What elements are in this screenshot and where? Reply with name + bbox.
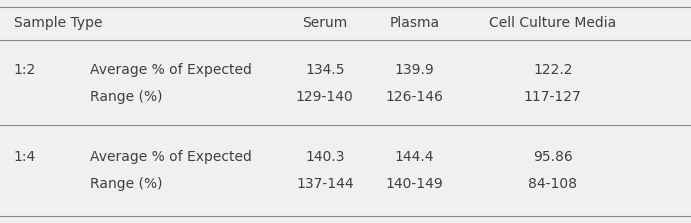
- Text: 122.2: 122.2: [533, 63, 573, 77]
- Text: Plasma: Plasma: [390, 17, 439, 30]
- Text: Range (%): Range (%): [90, 90, 162, 104]
- Text: Range (%): Range (%): [90, 177, 162, 191]
- Text: 137-144: 137-144: [296, 177, 354, 191]
- Text: Average % of Expected: Average % of Expected: [90, 150, 252, 164]
- Text: 84-108: 84-108: [529, 177, 577, 191]
- Text: Cell Culture Media: Cell Culture Media: [489, 17, 616, 30]
- Text: 1:4: 1:4: [14, 150, 36, 164]
- Text: Serum: Serum: [302, 17, 348, 30]
- Text: 126-146: 126-146: [386, 90, 444, 104]
- Text: 140.3: 140.3: [305, 150, 345, 164]
- Text: 134.5: 134.5: [305, 63, 345, 77]
- Text: 1:2: 1:2: [14, 63, 36, 77]
- Text: 129-140: 129-140: [296, 90, 354, 104]
- Text: Sample Type: Sample Type: [14, 17, 102, 30]
- Text: 140-149: 140-149: [386, 177, 444, 191]
- Text: 95.86: 95.86: [533, 150, 573, 164]
- Text: 117-127: 117-127: [524, 90, 582, 104]
- Text: 144.4: 144.4: [395, 150, 435, 164]
- Text: Average % of Expected: Average % of Expected: [90, 63, 252, 77]
- Text: 139.9: 139.9: [395, 63, 435, 77]
